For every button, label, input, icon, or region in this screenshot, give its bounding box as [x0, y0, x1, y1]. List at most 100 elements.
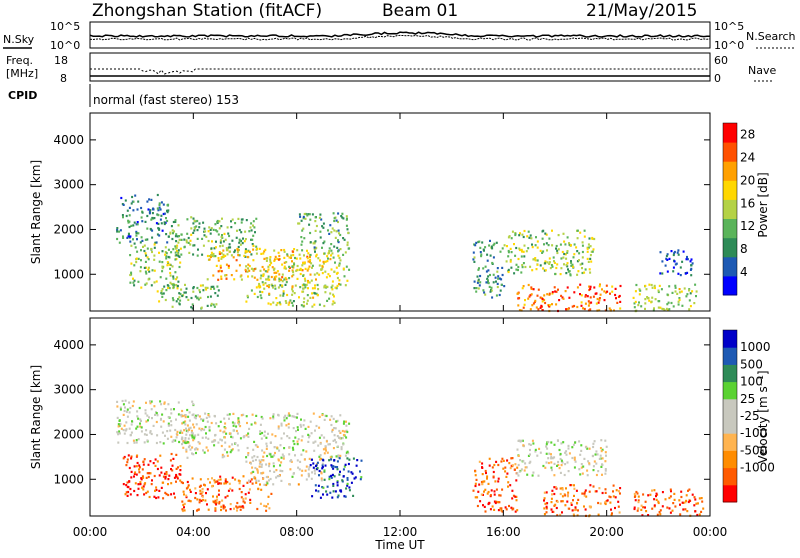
velocity-cell: [478, 483, 481, 486]
station-title: Zhongshan Station (fitACF): [92, 1, 322, 21]
velocity-cell: [242, 506, 245, 509]
velocity-cell: [684, 508, 687, 511]
velocity-cell: [242, 500, 245, 503]
power-cell: [535, 268, 538, 271]
power-cell: [139, 270, 142, 273]
velocity-cell: [679, 503, 681, 506]
velocity-cell: [528, 461, 531, 465]
velocity-cell: [302, 449, 305, 452]
power-cell: [323, 252, 326, 255]
power-cell: [586, 257, 589, 260]
power-cell: [165, 252, 168, 255]
velocity-cell: [195, 447, 198, 450]
power-cell: [203, 227, 206, 230]
power-cell: [573, 243, 576, 246]
velocity-cell: [294, 416, 297, 419]
power-cell: [587, 246, 590, 249]
power-cell: [303, 237, 306, 240]
power-cell: [244, 238, 247, 241]
velocity-cell: [123, 424, 126, 427]
velocity-cell: [194, 492, 197, 495]
power-cell: [235, 259, 238, 262]
power-cell: [122, 203, 125, 206]
power-cell: [523, 229, 526, 233]
velocity-cell: [673, 492, 676, 495]
power-cell: [489, 254, 492, 257]
power-cell: [239, 275, 242, 278]
velocity-cell: [344, 495, 347, 498]
velocity-cell: [560, 500, 563, 503]
power-cell: [309, 218, 312, 221]
power-cell: [576, 273, 579, 276]
velocity-cell: [143, 433, 146, 436]
power-cell: [132, 281, 135, 284]
power-cell: [335, 287, 338, 290]
velocity-cell: [272, 413, 275, 416]
velocity-cell: [128, 427, 131, 430]
power-cell: [304, 283, 307, 286]
velocity-cell: [159, 454, 162, 457]
power-cell: [208, 255, 211, 258]
velocity-cell: [140, 419, 142, 422]
velocity-cell: [223, 455, 226, 458]
velocity-cell: [185, 496, 188, 499]
power-cell: [542, 267, 545, 270]
velocity-cell: [203, 428, 206, 431]
velocity-cell: [283, 432, 285, 435]
velocity-cell: [161, 431, 164, 434]
power-cell: [306, 302, 308, 305]
power-cell: [219, 241, 222, 244]
velocity-cell: [687, 489, 689, 492]
velocity-cell: [265, 447, 268, 450]
velocity-cell: [132, 400, 135, 403]
power-cell: [180, 253, 183, 256]
power-cell: [321, 246, 323, 249]
velocity-cell: [592, 445, 595, 449]
power-cell: [135, 261, 138, 264]
power-cell: [146, 214, 149, 218]
power-cell: [214, 229, 217, 232]
power-cell: [172, 248, 175, 251]
power-cell: [474, 244, 477, 247]
velocity-colorbar-segment: [723, 484, 737, 503]
velocity-cell: [322, 493, 324, 496]
velocity-cell: [117, 433, 120, 436]
velocity-cell: [321, 464, 324, 467]
velocity-cell: [320, 472, 323, 475]
power-cell: [667, 301, 670, 304]
power-cell: [338, 264, 341, 267]
velocity-cell: [476, 496, 479, 499]
velocity-cell: [360, 476, 363, 479]
velocity-cell: [659, 509, 662, 512]
velocity-cell: [198, 501, 201, 504]
power-cell: [240, 221, 243, 224]
velocity-cell: [186, 441, 189, 444]
velocity-cell: [529, 448, 531, 452]
power-cell: [155, 280, 158, 283]
time-tick-label: 00:00: [73, 525, 108, 539]
velocity-cell: [333, 459, 336, 462]
power-cell: [689, 305, 692, 308]
power-cell: [304, 267, 307, 270]
velocity-cell: [573, 458, 576, 461]
power-cell: [521, 250, 523, 253]
velocity-cell: [287, 412, 290, 415]
velocity-cell: [294, 436, 297, 439]
power-cell: [543, 243, 545, 246]
power-cell: [291, 260, 293, 263]
velocity-cell: [341, 437, 344, 440]
power-cell: [618, 294, 621, 298]
velocity-cell: [118, 432, 121, 435]
velocity-cell: [283, 419, 286, 422]
power-cell: [194, 295, 197, 298]
power-cell: [518, 309, 521, 312]
velocity-cell: [604, 491, 607, 494]
power-cell: [510, 266, 513, 269]
power-cell: [161, 229, 164, 232]
power-cell: [301, 240, 304, 243]
power-cell: [244, 230, 247, 233]
power-cell: [509, 247, 512, 250]
power-cell: [298, 213, 301, 216]
velocity-cell: [254, 422, 257, 425]
velocity-cell: [484, 469, 487, 473]
